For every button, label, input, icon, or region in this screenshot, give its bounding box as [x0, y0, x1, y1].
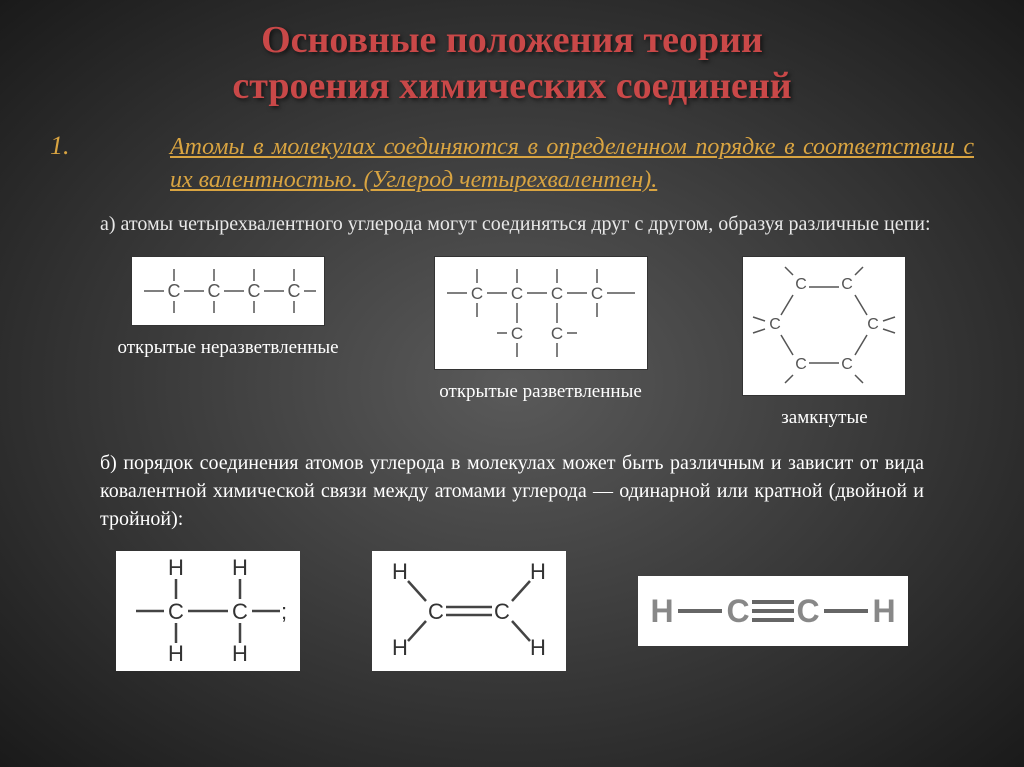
svg-text:H: H	[872, 593, 895, 629]
svg-text:C: C	[796, 593, 819, 629]
svg-text:C: C	[796, 356, 808, 373]
svg-text:H: H	[530, 635, 546, 660]
svg-text:C: C	[208, 281, 221, 301]
svg-text:C: C	[550, 324, 562, 343]
svg-text:H: H	[168, 641, 184, 663]
branched-chain-diagram: C C C C C C	[434, 256, 648, 370]
title-line-1: Основные положения теории	[261, 19, 763, 61]
branched-chain-col: C C C C C C открытые разветвленные	[434, 256, 648, 405]
point-number: 1.	[50, 131, 170, 161]
svg-text:C: C	[726, 593, 749, 629]
svg-text:C: C	[470, 284, 482, 303]
svg-text:C: C	[550, 284, 562, 303]
svg-text:C: C	[232, 599, 248, 624]
svg-text:H: H	[650, 593, 673, 629]
linear-chain-col: C C C C открытые неразветвленные	[117, 256, 338, 361]
svg-text:H: H	[392, 635, 408, 660]
subpoint-a: а) атомы четырехвалентного углерода могу…	[100, 210, 974, 238]
linear-chain-diagram: CC CC	[131, 256, 325, 326]
svg-text:C: C	[288, 281, 301, 301]
double-bond-diagram: C C H H H H	[372, 551, 566, 671]
svg-text:C: C	[510, 284, 522, 303]
cyclic-label: замкнутые	[781, 406, 867, 431]
svg-text:C: C	[842, 356, 854, 373]
svg-text:C: C	[494, 599, 510, 624]
chain-diagrams-row: C C C C открытые неразветвленные	[70, 256, 954, 431]
svg-text:H: H	[168, 559, 184, 580]
slide-title: Основные положения теории строения химич…	[50, 18, 974, 109]
svg-text:C: C	[248, 281, 261, 301]
svg-text:C: C	[796, 276, 808, 293]
bond-diagrams-row: C C H H H H ; C C H H	[80, 551, 944, 671]
svg-text:H: H	[530, 559, 546, 584]
point-text: Атомы в молекулах соединяются в определе…	[170, 131, 974, 196]
svg-text:C: C	[770, 316, 782, 333]
cyclic-chain-diagram: C C C C C C	[742, 256, 906, 396]
linear-label: открытые неразветвленные	[117, 336, 338, 361]
point-1: 1. Атомы в молекулах соединяются в опред…	[50, 131, 974, 196]
svg-text:C: C	[868, 316, 880, 333]
svg-text:C: C	[510, 324, 522, 343]
svg-text:;: ;	[281, 599, 287, 624]
cyclic-chain-col: C C C C C C замкнутые	[742, 256, 906, 431]
svg-text:C: C	[842, 276, 854, 293]
single-bond-diagram: C C H H H H ;	[116, 551, 300, 671]
svg-text:H: H	[392, 559, 408, 584]
svg-text:C: C	[168, 599, 184, 624]
svg-text:H: H	[232, 559, 248, 580]
triple-bond-diagram: H C C H	[638, 576, 908, 646]
subpoint-b: б) порядок соединения атомов углерода в …	[100, 449, 924, 533]
title-line-2: строения химических соединенй	[232, 65, 791, 107]
svg-text:C: C	[590, 284, 602, 303]
svg-text:H: H	[232, 641, 248, 663]
svg-text:C: C	[168, 281, 181, 301]
svg-text:C: C	[428, 599, 444, 624]
branched-label: открытые разветвленные	[439, 380, 642, 405]
